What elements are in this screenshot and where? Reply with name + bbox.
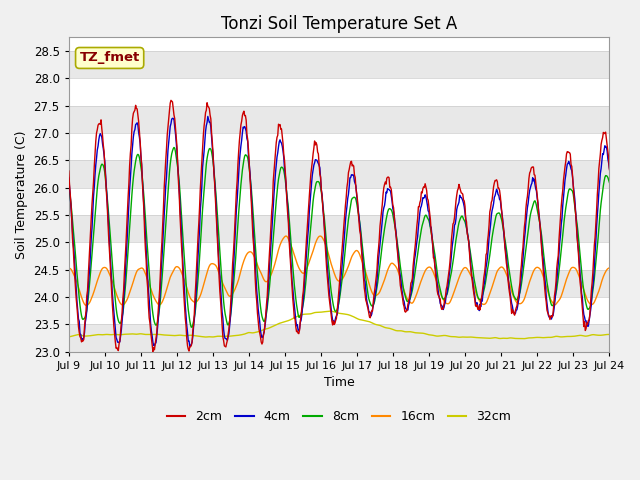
Title: Tonzi Soil Temperature Set A: Tonzi Soil Temperature Set A (221, 15, 457, 33)
32cm (214, 334, 221, 339)
32cm (185, 333, 193, 338)
2cm (422, 184, 429, 190)
Bar (68, 242, 609, 270)
8cm (170, 144, 178, 150)
16cm (406, 300, 414, 305)
Line: 2cm: 2cm (68, 100, 609, 351)
16cm (282, 233, 290, 239)
Bar (68, 133, 609, 160)
4cm (215, 264, 223, 269)
4cm (131, 129, 138, 134)
2cm (605, 167, 613, 172)
8cm (422, 212, 429, 218)
Bar (68, 324, 609, 351)
Bar (68, 37, 609, 51)
Line: 16cm: 16cm (68, 236, 609, 305)
4cm (65, 175, 72, 181)
32cm (75, 332, 83, 337)
16cm (605, 265, 613, 271)
2cm (187, 344, 195, 349)
Bar (68, 160, 609, 188)
4cm (422, 193, 429, 199)
16cm (75, 285, 83, 290)
32cm (131, 331, 138, 337)
Legend: 2cm, 4cm, 8cm, 16cm, 32cm: 2cm, 4cm, 8cm, 16cm, 32cm (162, 405, 516, 428)
2cm (131, 108, 138, 114)
2cm (215, 275, 223, 280)
8cm (131, 168, 138, 174)
4cm (186, 344, 194, 349)
Y-axis label: Soil Temperature (C): Soil Temperature (C) (15, 130, 28, 259)
Bar (68, 215, 609, 242)
Bar (68, 51, 609, 78)
16cm (214, 268, 222, 274)
16cm (422, 267, 429, 273)
16cm (65, 265, 72, 271)
8cm (406, 296, 414, 301)
Line: 32cm: 32cm (68, 311, 609, 339)
Bar (68, 270, 609, 297)
Bar (68, 297, 609, 324)
8cm (188, 324, 196, 330)
32cm (65, 334, 72, 340)
Bar (68, 188, 609, 215)
4cm (75, 316, 83, 322)
4cm (406, 293, 414, 299)
2cm (75, 324, 83, 329)
32cm (421, 331, 429, 336)
8cm (215, 237, 223, 243)
32cm (520, 336, 527, 342)
Line: 4cm: 4cm (68, 117, 609, 347)
8cm (75, 287, 83, 293)
Bar (68, 78, 609, 106)
2cm (65, 168, 72, 174)
16cm (131, 274, 139, 279)
8cm (65, 186, 72, 192)
16cm (186, 294, 194, 300)
8cm (605, 180, 613, 185)
2cm (406, 289, 414, 295)
8cm (186, 318, 194, 324)
Text: TZ_fmet: TZ_fmet (79, 51, 140, 64)
4cm (605, 165, 613, 171)
32cm (605, 332, 613, 337)
X-axis label: Time: Time (324, 376, 355, 389)
2cm (167, 97, 175, 103)
4cm (204, 114, 212, 120)
32cm (326, 308, 334, 314)
2cm (149, 348, 157, 354)
Line: 8cm: 8cm (68, 147, 609, 327)
16cm (82, 302, 90, 308)
4cm (185, 338, 193, 344)
32cm (406, 329, 413, 335)
Bar (68, 106, 609, 133)
